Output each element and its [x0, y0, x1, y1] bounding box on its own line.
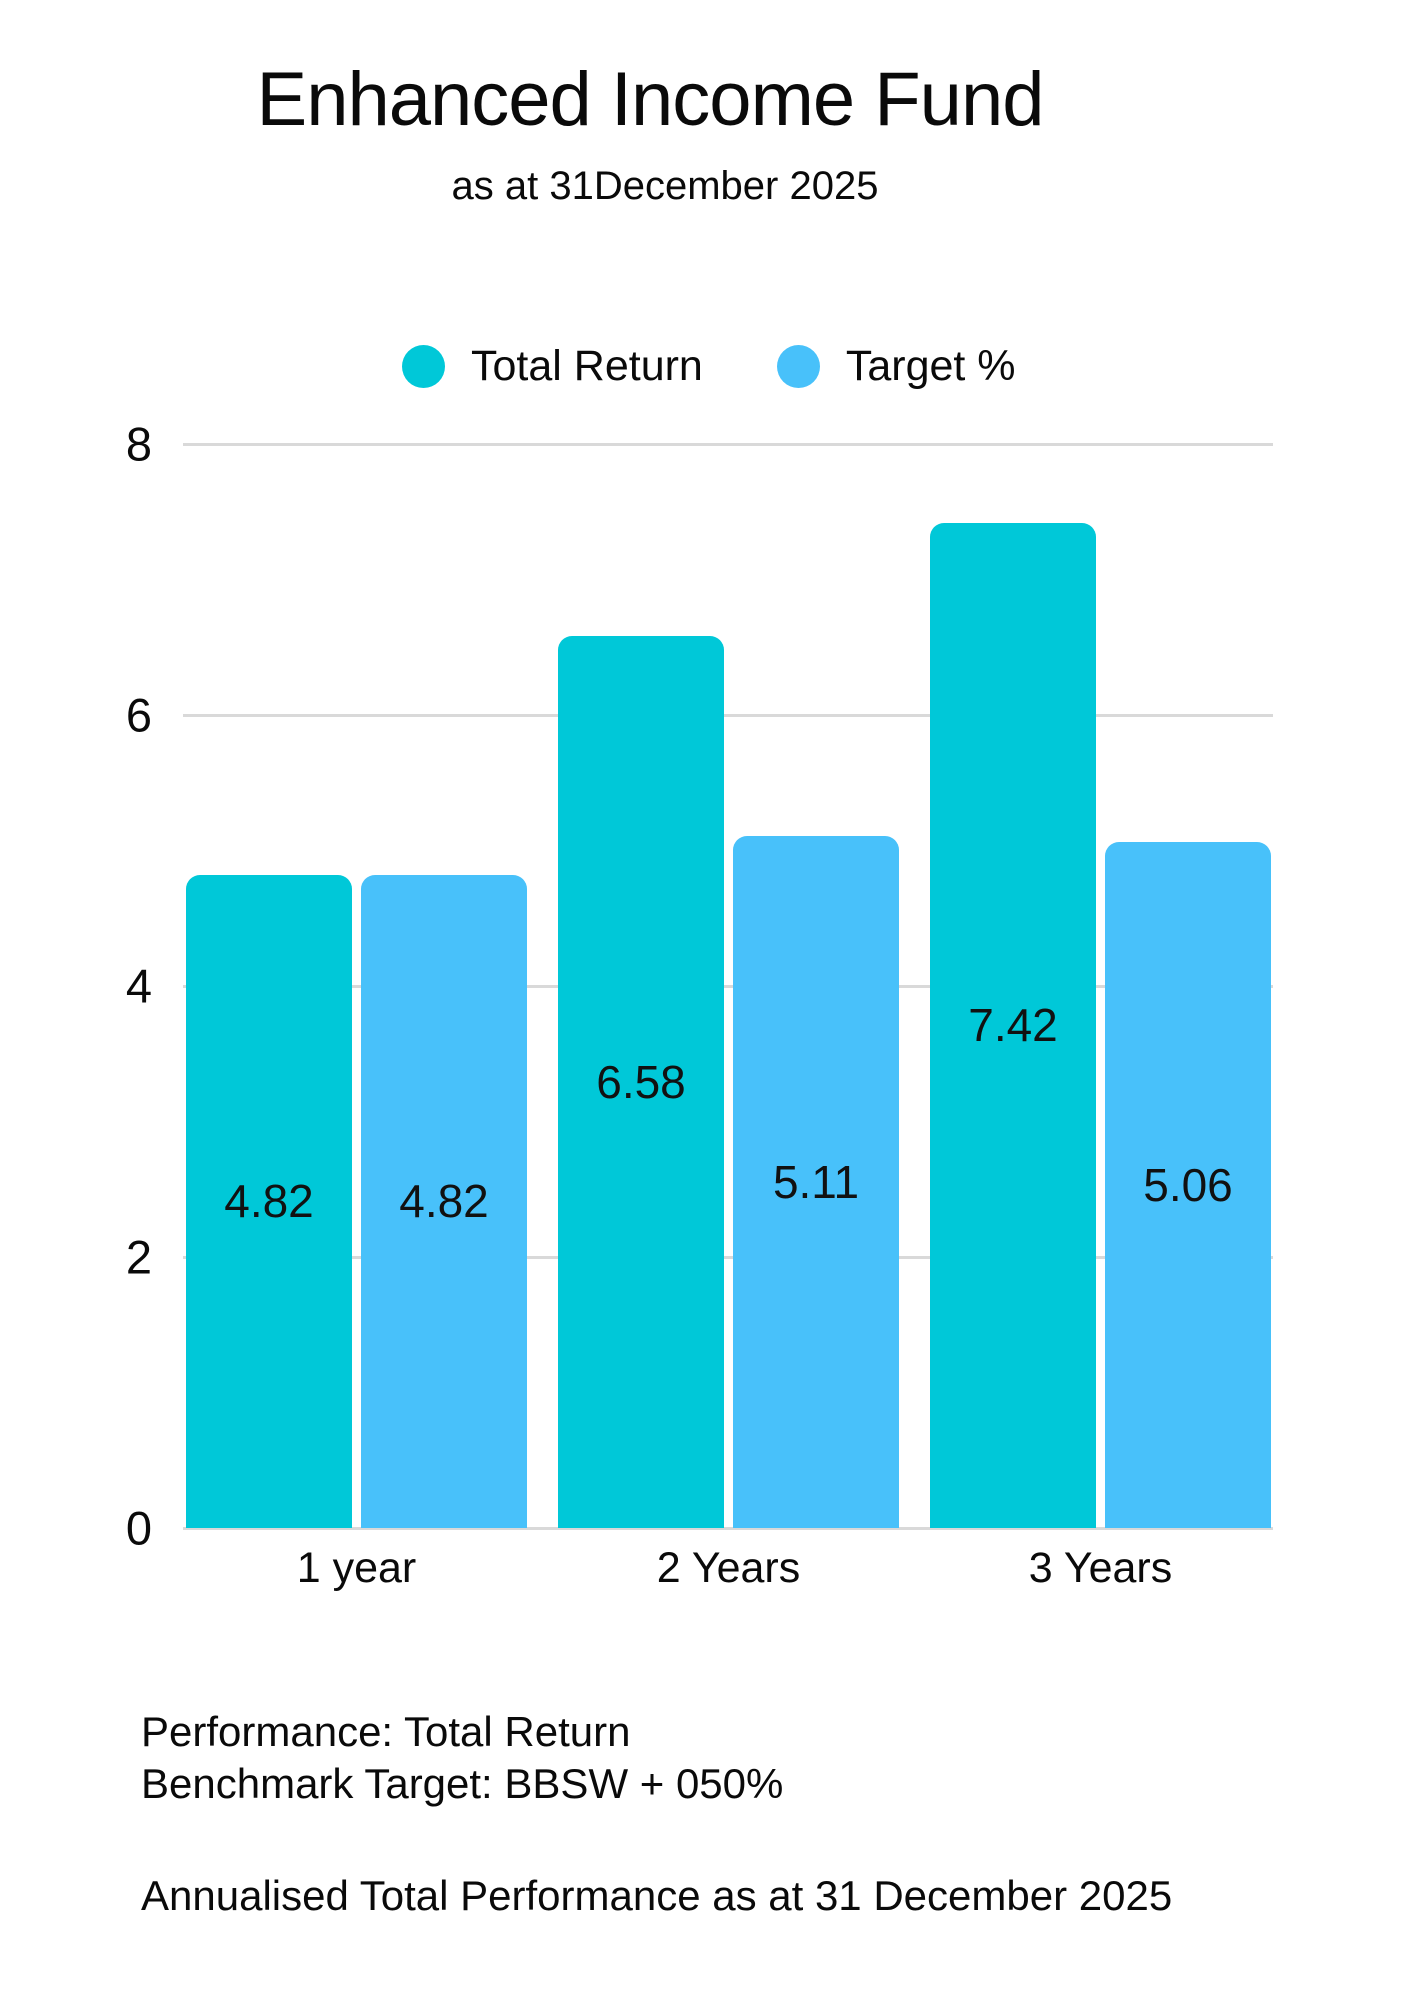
- legend-dot-icon: [776, 345, 820, 388]
- y-axis-tick-label-8: 8: [125, 417, 152, 471]
- footer-annualised-note: Annualised Total Performance as at 31 De…: [141, 1872, 1173, 1919]
- chart-subtitle: as at 31December 2025: [451, 164, 879, 208]
- bar-value-label: 5.06: [1143, 1159, 1233, 1212]
- x-axis-category-label-2-years: 2 Years: [656, 1544, 801, 1592]
- footer-performance-note: Performance: Total Return: [141, 1708, 631, 1755]
- legend-dot-icon: [402, 345, 445, 388]
- legend-item-target: Target %: [776, 342, 1016, 391]
- y-axis-tick-label-0: 0: [125, 1501, 152, 1555]
- legend-item-label: Total Return: [471, 342, 703, 390]
- bar-total-return-2-years: 6.58: [558, 636, 724, 1528]
- chart-title: Enhanced Income Fund: [256, 57, 1045, 142]
- bar-total-return-1-year: 4.82: [186, 874, 352, 1528]
- legend: Total Return Target %: [402, 342, 1016, 391]
- y-axis-tick-label-2: 2: [125, 1230, 152, 1284]
- gridline-y-0: [183, 1527, 1273, 1530]
- footer-benchmark-note: Benchmark Target: BBSW + 050%: [141, 1760, 784, 1807]
- bar-value-label: 5.11: [772, 1155, 860, 1208]
- y-axis-tick-label-4: 4: [125, 959, 152, 1013]
- gridline-y-6: [183, 714, 1273, 717]
- bar-value-label: 7.42: [968, 999, 1058, 1052]
- x-axis-category-label-3-years: 3 Years: [1028, 1544, 1173, 1592]
- bar-total-return-3-years: 7.42: [930, 522, 1096, 1528]
- bar-target-2-years: 5.11: [733, 835, 899, 1528]
- gridline-y-4: [183, 985, 1273, 988]
- y-axis-tick-label-6: 6: [125, 688, 152, 742]
- gridline-y-8: [183, 443, 1273, 446]
- bar-value-label: 4.82: [399, 1175, 489, 1228]
- legend-item-total-return: Total Return: [402, 342, 703, 391]
- gridline-y-2: [183, 1256, 1273, 1259]
- bar-value-label: 6.58: [596, 1056, 686, 1109]
- x-axis-category-label-1-year: 1 year: [296, 1544, 417, 1592]
- legend-item-label: Target %: [845, 342, 1016, 390]
- bar-value-label: 4.82: [224, 1175, 314, 1228]
- bar-target-1-year: 4.82: [361, 874, 527, 1528]
- bar-target-3-years: 5.06: [1105, 842, 1271, 1528]
